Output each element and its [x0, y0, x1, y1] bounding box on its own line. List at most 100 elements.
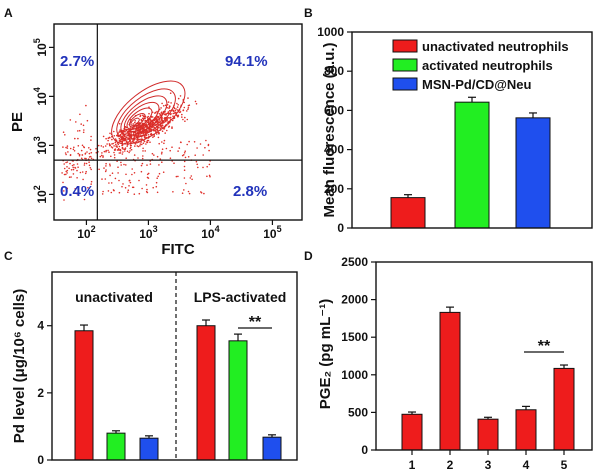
scatter-point	[63, 199, 65, 201]
scatter-point	[118, 145, 121, 148]
scatter-point	[181, 154, 184, 157]
bar	[262, 436, 282, 461]
scatter-point	[82, 131, 85, 134]
scatter-point	[122, 148, 124, 150]
scatter-point	[76, 177, 78, 179]
scatter-point	[81, 154, 84, 156]
scatter-point	[142, 114, 144, 117]
scatter-point	[128, 151, 130, 154]
mean-fluorescence-chart: 0 200 400 600 800 1000 unactivated neutrophil…	[317, 25, 593, 235]
scatter-point	[141, 143, 143, 146]
scatter-point	[110, 191, 113, 194]
scatter-point	[146, 164, 148, 166]
scatter-point	[116, 146, 118, 148]
scatter-point	[183, 152, 186, 154]
y-tick-label: 0	[37, 453, 44, 467]
scatter-point	[142, 117, 144, 120]
scatter-point	[101, 178, 103, 180]
scatter-point	[145, 143, 147, 145]
scatter-point	[140, 164, 143, 167]
scatter-point	[129, 140, 132, 142]
scatter-point	[77, 166, 79, 168]
scatter-point	[85, 170, 87, 173]
scatter-point	[121, 138, 123, 141]
legend-swatch	[392, 39, 418, 53]
scatter-point	[111, 138, 113, 141]
scatter-point	[196, 163, 198, 166]
scatter-point	[125, 157, 127, 159]
scatter-point	[101, 193, 104, 195]
panel-letter-c: C	[4, 249, 13, 263]
scatter-point	[155, 117, 157, 119]
scatter-point	[146, 176, 149, 179]
scatter-point	[61, 172, 63, 174]
scatter-point	[187, 156, 190, 158]
scatter-point	[90, 157, 93, 160]
scatter-point	[84, 157, 86, 160]
scatter-point	[145, 184, 148, 186]
scatter-point	[114, 177, 117, 180]
scatter-point	[66, 172, 68, 174]
scatter-point	[113, 151, 115, 154]
scatter-point	[158, 133, 160, 135]
density-contour	[116, 88, 176, 140]
y-axis-title: PE	[9, 112, 26, 132]
scatter-point	[153, 154, 155, 156]
scatter-point	[119, 148, 122, 151]
legend-label: unactivated neutrophils	[422, 39, 569, 54]
bar	[553, 367, 575, 451]
scatter-point	[157, 136, 160, 139]
scatter-point	[80, 157, 83, 160]
scatter-point	[184, 150, 186, 152]
scatter-point	[122, 136, 124, 138]
scatter-point	[70, 169, 73, 171]
scatter-point	[187, 97, 189, 99]
density-contour	[123, 101, 160, 133]
scatter-point	[145, 123, 148, 125]
density-contour	[130, 117, 140, 126]
plot-frame	[53, 23, 303, 221]
scatter-point	[83, 198, 86, 201]
scatter-point	[83, 162, 86, 165]
y-tick-label: 0	[361, 443, 368, 457]
scatter-point	[132, 127, 134, 129]
scatter-point	[173, 162, 175, 164]
scatter-point	[157, 115, 159, 118]
scatter-point	[195, 103, 198, 105]
scatter-point	[134, 121, 136, 124]
scatter-point	[100, 145, 103, 147]
scatter-point	[188, 140, 190, 143]
scatter-point	[188, 104, 191, 106]
scatter-point	[111, 172, 114, 174]
scatter-point	[158, 113, 161, 115]
bar	[139, 437, 159, 461]
scatter-point	[183, 189, 185, 191]
scatter-point	[130, 141, 132, 144]
scatter-point	[84, 153, 87, 155]
scatter-point	[174, 109, 177, 112]
scatter-point	[153, 126, 156, 129]
scatter-point	[89, 167, 92, 169]
scatter-point	[88, 161, 90, 163]
scatter-point	[174, 111, 177, 114]
scatter-point	[72, 173, 75, 175]
scatter-point	[136, 145, 139, 147]
scatter-point	[153, 135, 155, 138]
scatter-point	[109, 165, 111, 167]
scatter-point	[76, 169, 78, 172]
scatter-point	[85, 104, 87, 107]
scatter-point	[133, 154, 136, 156]
scatter-point	[115, 143, 117, 146]
scatter-point	[64, 134, 66, 136]
scatter-point	[144, 150, 146, 152]
scatter-point	[171, 126, 173, 128]
scatter-point	[65, 146, 67, 149]
scatter-point	[120, 164, 122, 166]
density-contour	[120, 95, 168, 136]
scatter-point	[90, 135, 92, 138]
scatter-point	[164, 132, 166, 134]
scatter-point	[157, 123, 159, 126]
scatter-point	[63, 190, 65, 192]
scatter-point	[124, 126, 127, 128]
scatter-point	[81, 171, 84, 173]
